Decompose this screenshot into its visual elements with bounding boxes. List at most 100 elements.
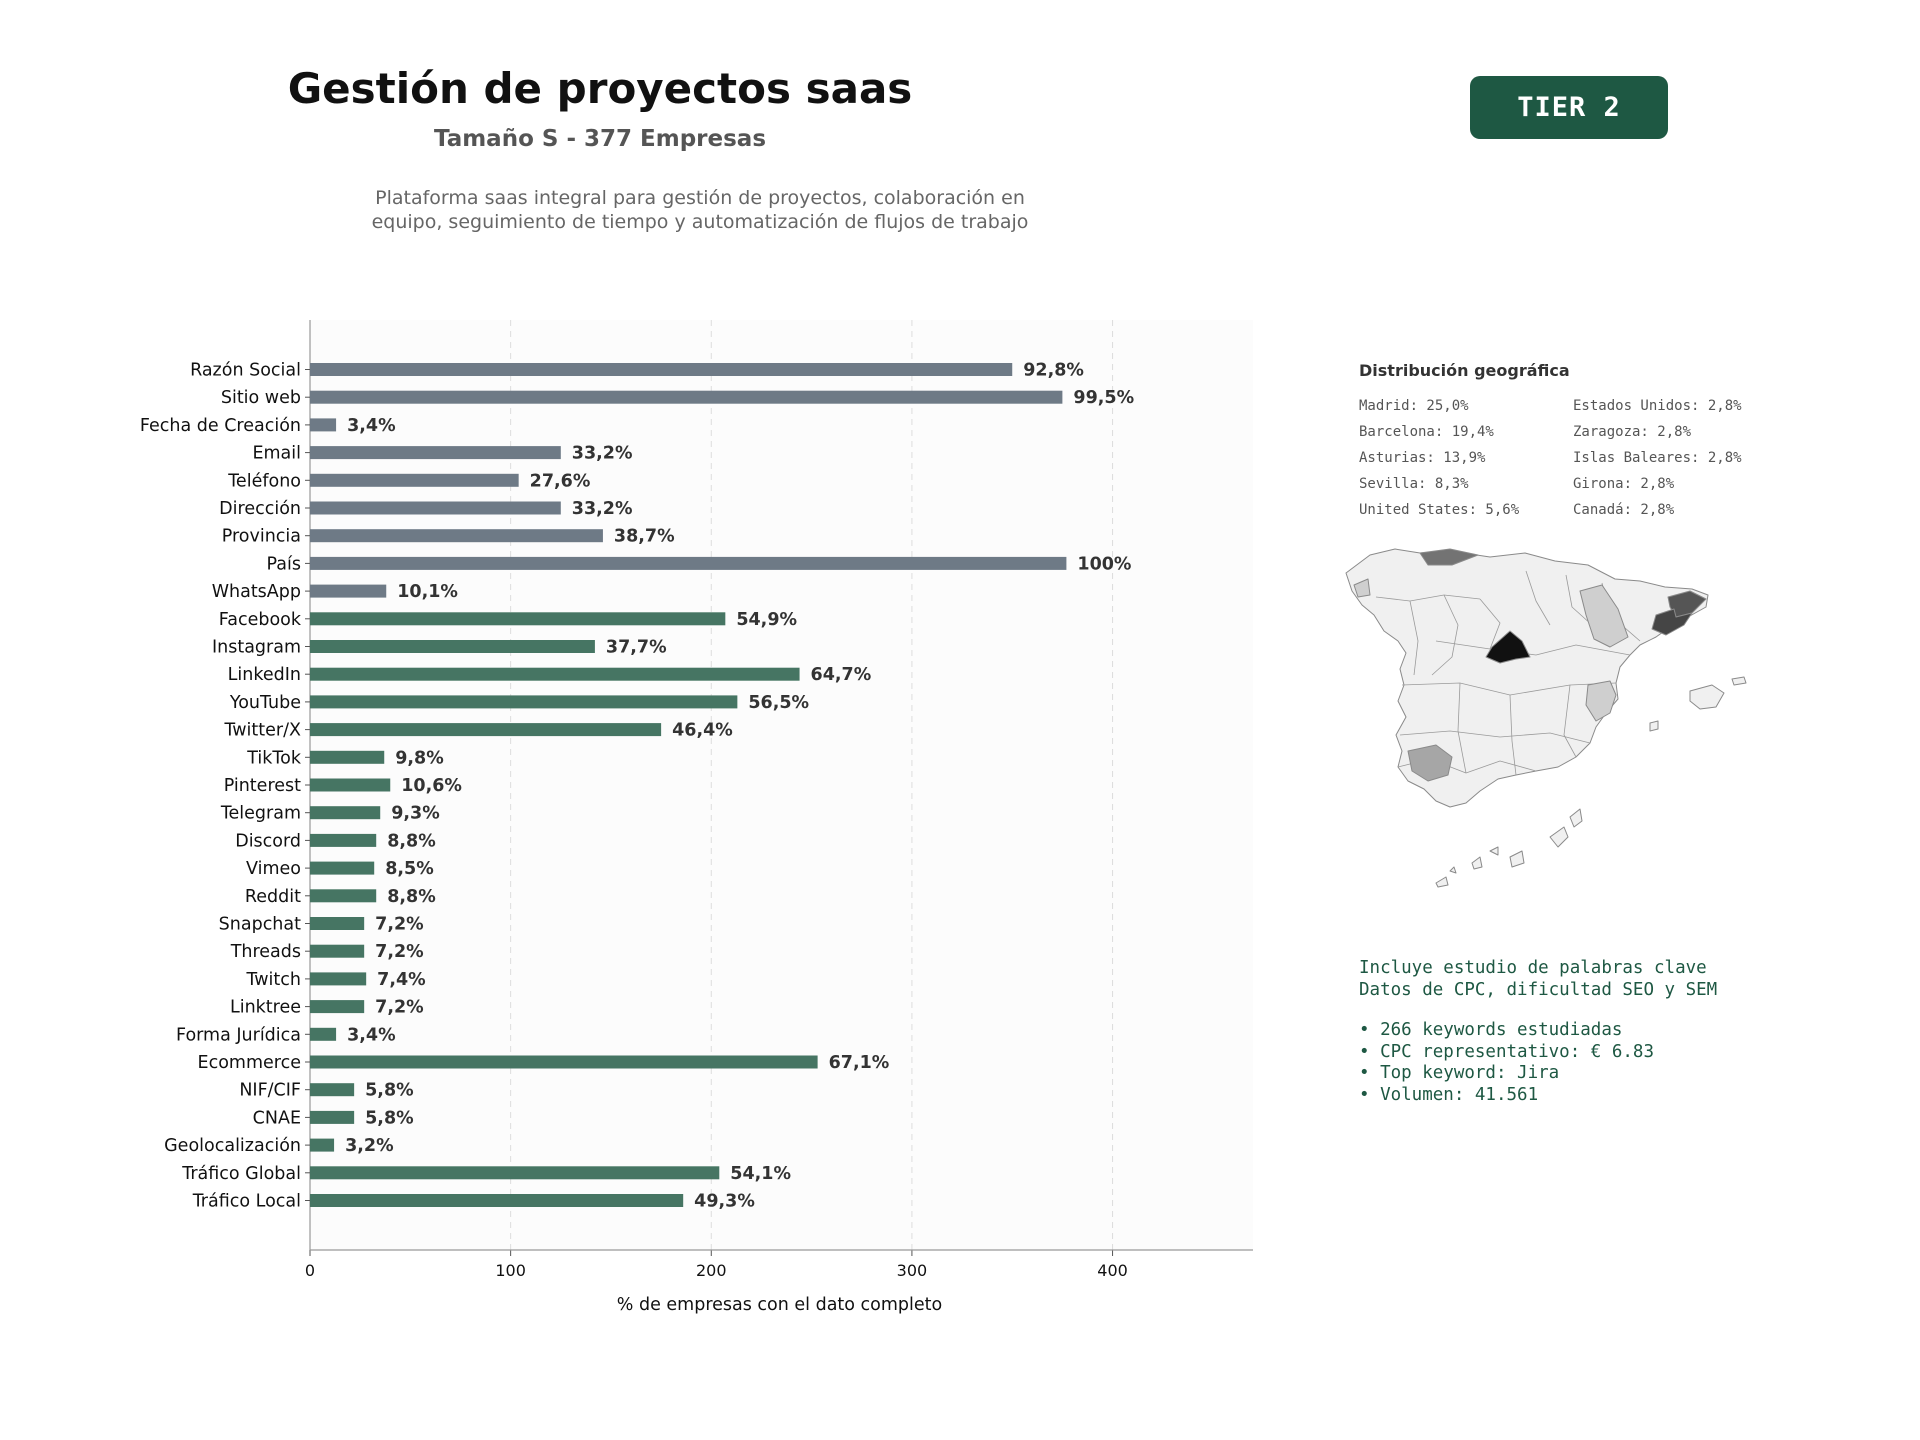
map-canary-4: [1471, 856, 1483, 870]
category-label: Email: [252, 444, 301, 464]
bar: [310, 390, 1063, 404]
bar-value-label: 3,2%: [345, 1136, 394, 1156]
bar-value-label: 33,2%: [572, 444, 633, 464]
category-label: YouTube: [229, 693, 301, 713]
map-region-sevilla: [1407, 744, 1453, 782]
category-label: Linktree: [230, 998, 301, 1018]
map-canary-1: [1549, 826, 1569, 848]
bar: [310, 778, 391, 792]
bar: [310, 1194, 684, 1207]
bar: [310, 695, 738, 709]
bar-value-label: 33,2%: [572, 499, 633, 519]
description-line-2: equipo, seguimiento de tiempo y automati…: [371, 211, 1029, 233]
bar-value-label: 10,6%: [401, 776, 462, 796]
category-label: Ecommerce: [198, 1053, 301, 1073]
bar: [310, 972, 367, 986]
bar-value-label: 54,1%: [730, 1164, 791, 1184]
category-label: Instagram: [212, 638, 301, 658]
category-label: Discord: [235, 831, 301, 851]
x-axis-title: % de empresas con el dato completo: [617, 1295, 942, 1315]
bar: [310, 889, 377, 903]
keywords-intro-2: Datos de CPC, dificultad SEO y SEM: [1359, 979, 1718, 1000]
bar: [310, 1083, 355, 1097]
bar: [310, 446, 561, 460]
bar: [310, 418, 337, 432]
geo-item: Zaragoza: 2,8%: [1573, 424, 1692, 440]
x-tick-label: 400: [1097, 1261, 1128, 1280]
keywords-info: Incluye estudio de palabras clave Datos …: [1359, 958, 1717, 1106]
bar: [310, 861, 375, 875]
bar: [310, 944, 365, 958]
map-island-ibiza: [1649, 720, 1659, 732]
map-canary-2: [1569, 808, 1583, 828]
category-label: Vimeo: [246, 859, 301, 879]
description: Plataforma saas integral para gestión de…: [320, 186, 1080, 234]
bar: [310, 363, 1013, 376]
category-label: LinkedIn: [228, 665, 301, 685]
bar-value-label: 64,7%: [811, 665, 872, 685]
keywords-bullet-volume: • Volumen: 41.561: [1359, 1084, 1539, 1105]
keywords-bullet-count: • 266 keywords estudiadas: [1359, 1020, 1623, 1040]
bar-value-label: 27,6%: [530, 471, 591, 491]
x-tick-label: 100: [495, 1261, 526, 1280]
map-region-barcelona: [1651, 608, 1693, 636]
category-label: NIF/CIF: [239, 1081, 301, 1101]
bar-value-label: 9,8%: [395, 748, 444, 768]
geo-item: Canadá: 2,8%: [1573, 502, 1675, 518]
bar-value-label: 10,1%: [397, 582, 458, 602]
bar: [310, 806, 381, 820]
map-canary-7: [1449, 866, 1457, 874]
bar: [310, 1166, 720, 1180]
keywords-bullet-cpc: • CPC representativo: € 6.83: [1359, 1041, 1655, 1062]
geo-item: Sevilla: 8,3%: [1359, 476, 1469, 492]
category-label: Reddit: [245, 887, 301, 907]
category-label: Threads: [230, 942, 301, 962]
bar: [310, 833, 377, 847]
bar-value-label: 67,1%: [829, 1053, 890, 1073]
x-tick-label: 200: [696, 1261, 727, 1280]
tier-badge: TIER 2: [1470, 76, 1668, 139]
bar-value-label: 92,8%: [1023, 361, 1084, 381]
bar: [310, 584, 387, 598]
bar-value-label: 7,2%: [375, 942, 424, 962]
keywords-intro-1: Incluye estudio de palabras clave: [1359, 958, 1707, 978]
geo-item: Madrid: 25,0%: [1359, 398, 1469, 414]
bar: [310, 667, 800, 681]
bar-value-label: 3,4%: [347, 1025, 396, 1045]
geo-item: United States: 5,6%: [1359, 502, 1520, 518]
bar-value-label: 100%: [1077, 554, 1131, 574]
bar-value-label: 7,2%: [375, 915, 424, 935]
bar: [310, 1055, 818, 1069]
category-label: Provincia: [222, 527, 301, 547]
bar-value-label: 8,8%: [387, 831, 436, 851]
map-canary-3: [1509, 850, 1525, 868]
bar-value-label: 7,4%: [377, 970, 426, 990]
x-tick-label: 0: [305, 1261, 315, 1280]
bar-value-label: 56,5%: [748, 693, 809, 713]
map-island-mallorca: [1689, 684, 1725, 710]
map-region-asturias: [1419, 548, 1479, 566]
bar-value-label: 49,3%: [694, 1192, 755, 1212]
bar-value-label: 8,8%: [387, 887, 436, 907]
category-label: Twitter/X: [223, 721, 301, 741]
page-title: Gestión de proyectos saas: [287, 64, 913, 113]
category-label: País: [267, 554, 301, 574]
category-label: Teléfono: [227, 471, 301, 491]
category-label: Fecha de Creación: [140, 416, 301, 436]
bar-value-label: 37,7%: [606, 638, 667, 658]
bar: [310, 917, 365, 930]
category-label: Forma Jurídica: [176, 1025, 301, 1045]
geo-distribution-list: Madrid: 25,0% Estados Unidos: 2,8% Barce…: [1359, 398, 1779, 518]
bar: [310, 501, 561, 515]
geo-distribution-title: Distribución geográfica: [1359, 361, 1570, 380]
category-label: Tráfico Global: [181, 1164, 301, 1184]
bar: [310, 1027, 337, 1041]
map-island-menorca: [1731, 676, 1747, 686]
bar-value-label: 99,5%: [1073, 388, 1134, 408]
map-region-madrid: [1485, 630, 1531, 664]
x-tick-label: 300: [897, 1261, 928, 1280]
map-canary-5: [1489, 846, 1499, 856]
description-line-1: Plataforma saas integral para gestión de…: [375, 187, 1025, 209]
map-region-galicia-coast: [1353, 578, 1371, 598]
bar-value-label: 9,3%: [391, 804, 440, 824]
